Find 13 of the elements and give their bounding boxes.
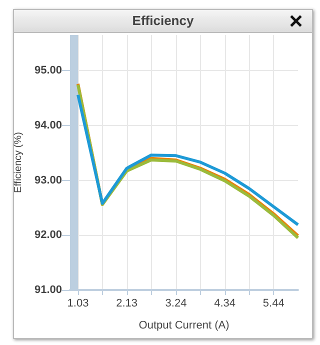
y-axis-title: Efficiency (%): [13, 132, 24, 193]
chart-title: Efficiency: [132, 13, 194, 28]
y-tick-label: 94.00: [34, 119, 62, 132]
x-tick-label: 2.13: [116, 298, 138, 310]
y-tick-label: 91.00: [34, 284, 62, 296]
y-tick-label: 93.00: [34, 174, 62, 186]
x-axis-title: Output Current (A): [138, 320, 230, 332]
y-tick-label: 95.00: [34, 64, 62, 77]
x-tick-label: 1.03: [67, 298, 89, 310]
x-tick-label: 5.44: [262, 298, 284, 310]
x-tick-label: 3.24: [165, 298, 187, 310]
x-tick-label: 4.34: [214, 298, 236, 310]
y-tick-label: 92.00: [34, 229, 62, 242]
